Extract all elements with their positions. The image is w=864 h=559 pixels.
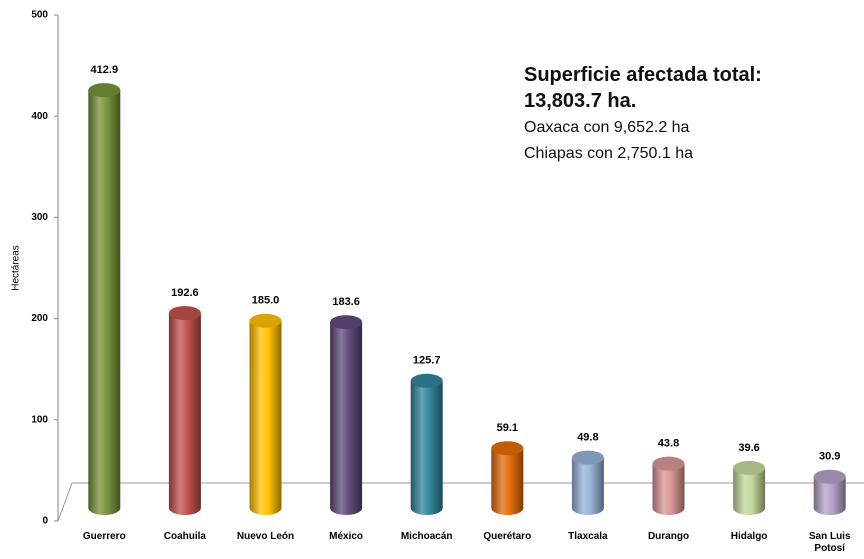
value-label: 125.7 [413,355,441,367]
value-label: 185.0 [252,295,280,307]
bar [330,322,363,516]
value-label: 49.8 [577,432,598,444]
x-tick-label: Tlaxcala [568,531,608,542]
y-axis-label: Hectáreas [11,245,22,291]
bar-top [652,456,685,471]
bar [88,90,121,516]
bar [652,463,685,516]
annotation: Chiapas con 2,750.1 ha [524,145,694,162]
bar-top [249,313,282,328]
value-label: 192.6 [171,287,199,299]
bar-top [733,460,766,475]
x-tick-label: Hidalgo [730,531,768,542]
x-tick-label: Coahuila [163,531,206,542]
x-tick-label: Guerrero [82,531,126,542]
value-label: 43.8 [658,438,679,450]
y-tick-label: 0 [42,516,48,527]
bar-top [491,441,524,456]
x-tick-label: México [329,531,364,542]
bar [813,476,846,516]
x-tick-label: Michoacán [400,531,453,542]
value-label: 412.9 [91,64,119,76]
x-tick-label: Nuevo León [236,531,295,542]
bar-top [571,450,604,465]
annotation: Oaxaca con 9,652.2 ha [524,119,690,136]
y-tick-label: 200 [31,313,48,324]
x-tick-label: Querétaro [483,531,532,542]
bar-top [410,373,443,388]
value-label: 30.9 [819,451,840,463]
bar-top [813,469,846,484]
bar [571,457,604,516]
x-tick-label: Durango [647,531,690,542]
y-tick-label: 400 [31,111,48,122]
bar [168,313,201,516]
annotation: Superficie afectada total: [524,64,762,86]
x-tick-label: San Luis Potosí [808,531,851,554]
bar-top [88,83,121,98]
bar [491,448,524,516]
value-label: 59.1 [497,422,518,434]
bar-top [330,315,363,330]
bar [733,467,766,516]
annotation: 13,803.7 ha. [524,90,637,112]
bar-top [168,306,201,321]
bar [410,380,443,516]
bar [249,320,282,516]
y-tick-label: 300 [31,212,48,223]
y-tick-label: 100 [31,414,48,425]
y-tick-label: 500 [31,10,48,21]
value-label: 183.6 [332,296,360,308]
value-label: 39.6 [738,442,759,454]
